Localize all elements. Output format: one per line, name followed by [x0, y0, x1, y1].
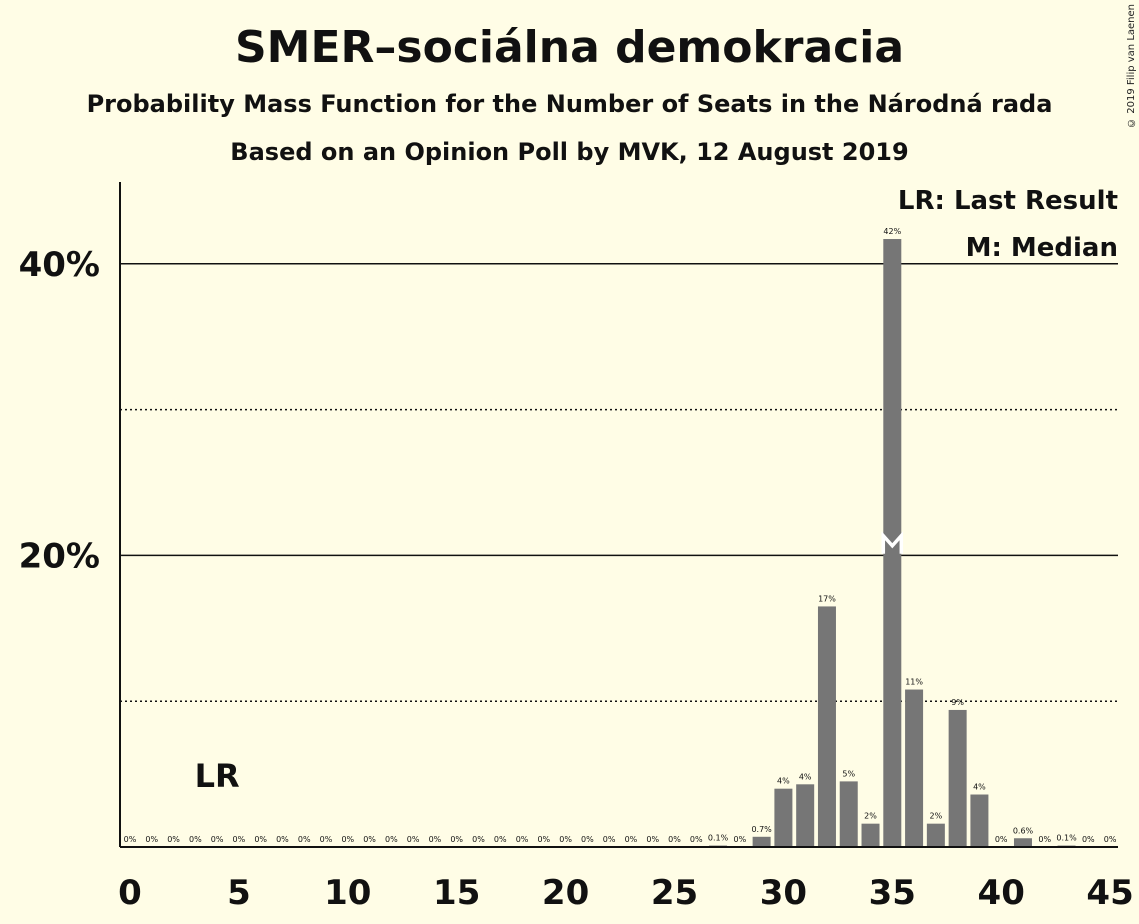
x-tick-label: 10 [324, 873, 371, 913]
bar-value-label: 0% [733, 835, 746, 844]
x-tick-label: 35 [869, 873, 916, 913]
bar [817, 606, 836, 847]
bar [752, 836, 771, 847]
bar [774, 788, 793, 847]
bar-value-label: 0% [233, 835, 246, 844]
x-tick-label: 45 [1086, 873, 1133, 913]
bar-value-label: 0% [995, 835, 1008, 844]
bar [970, 794, 989, 847]
bar-value-label: 0% [211, 835, 224, 844]
legend-background [978, 228, 1118, 262]
bar-value-label: 0.1% [708, 834, 729, 843]
bar-value-label: 0% [494, 835, 507, 844]
chart-title: SMER–sociálna demokracia [234, 22, 905, 73]
bar-value-label: 0% [559, 835, 572, 844]
x-tick-label: 25 [651, 873, 698, 913]
bar-value-label: 0% [472, 835, 485, 844]
bar-value-label: 4% [799, 772, 812, 781]
bar-value-label: 0.1% [1056, 834, 1077, 843]
bar-value-label: 4% [973, 783, 986, 792]
bar-value-label: 11% [905, 678, 923, 687]
bar-value-label: 0% [276, 835, 289, 844]
legend-entry: M: Median [966, 233, 1118, 263]
y-tick-label: 40% [19, 245, 100, 285]
x-tick-label: 20 [542, 873, 589, 913]
bar [839, 781, 858, 847]
bar-value-label: 0% [581, 835, 594, 844]
x-tick-label: 15 [433, 873, 480, 913]
bar-value-label: 0% [189, 835, 202, 844]
bar-value-label: 0.6% [1013, 826, 1034, 835]
bar [883, 239, 902, 847]
bar-value-label: 0% [450, 835, 463, 844]
bar-value-label: 0% [145, 835, 158, 844]
bar-value-label: 0% [167, 835, 180, 844]
bar [861, 823, 880, 847]
chart-source: Based on an Opinion Poll by MVK, 12 Augu… [230, 138, 909, 166]
bar-value-label: 4% [777, 777, 790, 786]
y-tick-label: 20% [19, 536, 100, 576]
bar-value-label: 0% [363, 835, 376, 844]
bar-value-label: 0% [429, 835, 442, 844]
bar-value-label: 2% [864, 812, 877, 821]
bar-value-label: 0% [537, 835, 550, 844]
bar [796, 784, 815, 847]
bar-value-label: 0% [1104, 835, 1117, 844]
bar-value-label: 0% [1082, 835, 1095, 844]
bar-value-label: 5% [842, 769, 855, 778]
bar [1013, 838, 1032, 847]
bar-value-label: 42% [883, 227, 901, 236]
x-tick-label: 40 [978, 873, 1025, 913]
bar-value-label: 0% [320, 835, 333, 844]
bar-value-label: 0% [690, 835, 703, 844]
bar-value-label: 0% [341, 835, 354, 844]
chart-subtitle: Probability Mass Function for the Number… [86, 90, 1053, 118]
bar-value-label: 0% [1038, 835, 1051, 844]
bar-value-label: 0% [385, 835, 398, 844]
bar-value-label: 0% [254, 835, 267, 844]
bar-value-label: 0% [668, 835, 681, 844]
bar-value-label: 17% [818, 594, 836, 603]
bar-value-label: 0% [603, 835, 616, 844]
bar-value-label: 9% [951, 698, 964, 707]
x-tick-label: 5 [227, 873, 251, 913]
bar [926, 823, 945, 847]
bar-value-label: 0% [124, 835, 137, 844]
bar [905, 689, 924, 847]
bar-value-label: 0.7% [751, 825, 772, 834]
legend-entry: LR: Last Result [898, 186, 1118, 216]
bar-value-label: 0% [646, 835, 659, 844]
median-marker [881, 531, 904, 554]
bar-value-label: 0% [298, 835, 311, 844]
bar-value-label: 0% [516, 835, 529, 844]
bar-value-label: 2% [930, 812, 943, 821]
bar [948, 709, 967, 847]
bar-value-label: 0% [625, 835, 638, 844]
bar-value-label: 0% [407, 835, 420, 844]
x-tick-label: 0 [118, 873, 142, 913]
last-result-marker: LR [195, 757, 240, 795]
x-tick-label: 30 [760, 873, 807, 913]
